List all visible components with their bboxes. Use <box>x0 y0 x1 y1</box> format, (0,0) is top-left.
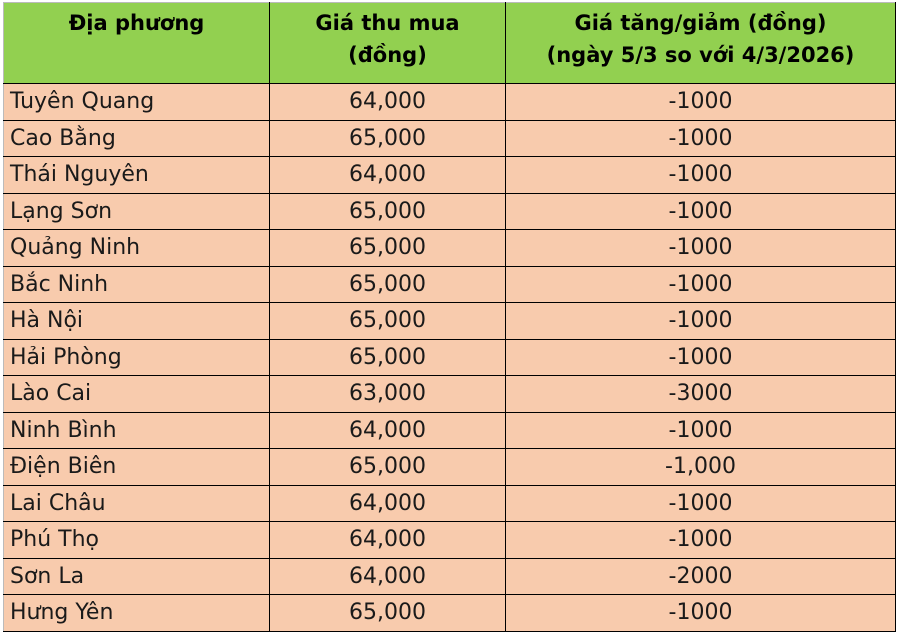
header-change-line2: (ngày 5/3 so với 4/3/2026) <box>546 43 855 67</box>
change-cell: -1000 <box>505 594 896 632</box>
table-row: Lai Châu 64,000 -1000 <box>3 484 896 522</box>
table-row: Bắc Ninh 65,000 -1000 <box>3 265 896 303</box>
price-cell: 65,000 <box>269 302 506 340</box>
price-cell: 65,000 <box>269 338 506 376</box>
price-cell: 65,000 <box>269 594 506 632</box>
place-cell: Bắc Ninh <box>3 265 270 303</box>
price-cell: 64,000 <box>269 83 506 121</box>
change-cell: -1000 <box>505 119 896 157</box>
price-cell: 64,000 <box>269 156 506 194</box>
price-cell: 64,000 <box>269 521 506 559</box>
change-cell: -2000 <box>505 557 896 595</box>
header-row: Địa phương Giá thu mua (đồng) Giá tăng/gi… <box>3 2 896 84</box>
place-cell: Quảng Ninh <box>3 229 270 267</box>
header-change-line1: Giá tăng/giảm (đồng) <box>574 11 827 35</box>
change-cell: -1000 <box>505 229 896 267</box>
place-cell: Phú Thọ <box>3 521 270 559</box>
price-cell: 65,000 <box>269 229 506 267</box>
table-row: Sơn La 64,000 -2000 <box>3 557 896 595</box>
table-row: Điện Biên 65,000 -1,000 <box>3 448 896 486</box>
header-place-label: Địa phương <box>68 11 205 35</box>
place-cell: Thái Nguyên <box>3 156 270 194</box>
table-row: Quảng Ninh 65,000 -1000 <box>3 229 896 267</box>
table-row: Tuyên Quang 64,000 -1000 <box>3 83 896 121</box>
header-price: Giá thu mua (đồng) <box>269 2 506 84</box>
table-row: Cao Bằng 65,000 -1000 <box>3 119 896 157</box>
table-row: Hưng Yên 65,000 -1000 <box>3 594 896 632</box>
table-row: Hải Phòng 65,000 -1000 <box>3 338 896 376</box>
price-cell: 64,000 <box>269 484 506 522</box>
header-price-line2: (đồng) <box>348 43 427 67</box>
change-cell: -1000 <box>505 302 896 340</box>
price-cell: 65,000 <box>269 119 506 157</box>
place-cell: Hưng Yên <box>3 594 270 632</box>
place-cell: Cao Bằng <box>3 119 270 157</box>
change-cell: -1000 <box>505 521 896 559</box>
change-cell: -1,000 <box>505 448 896 486</box>
place-cell: Lào Cai <box>3 375 270 413</box>
price-cell: 65,000 <box>269 448 506 486</box>
place-cell: Tuyên Quang <box>3 83 270 121</box>
change-cell: -1000 <box>505 411 896 449</box>
price-cell: 64,000 <box>269 411 506 449</box>
header-price-line1: Giá thu mua <box>315 11 460 35</box>
price-cell: 65,000 <box>269 192 506 230</box>
place-cell: Điện Biên <box>3 448 270 486</box>
place-cell: Sơn La <box>3 557 270 595</box>
table-row: Ninh Bình 64,000 -1000 <box>3 411 896 449</box>
change-cell: -3000 <box>505 375 896 413</box>
change-cell: -1000 <box>505 156 896 194</box>
price-cell: 64,000 <box>269 557 506 595</box>
table-row: Lạng Sơn 65,000 -1000 <box>3 192 896 230</box>
change-cell: -1000 <box>505 484 896 522</box>
place-cell: Lai Châu <box>3 484 270 522</box>
place-cell: Hải Phòng <box>3 338 270 376</box>
change-cell: -1000 <box>505 338 896 376</box>
change-cell: -1000 <box>505 265 896 303</box>
price-cell: 63,000 <box>269 375 506 413</box>
price-cell: 65,000 <box>269 265 506 303</box>
change-cell: -1000 <box>505 192 896 230</box>
place-cell: Lạng Sơn <box>3 192 270 230</box>
table-row: Hà Nội 65,000 -1000 <box>3 302 896 340</box>
table-row: Lào Cai 63,000 -3000 <box>3 375 896 413</box>
place-cell: Ninh Bình <box>3 411 270 449</box>
place-cell: Hà Nội <box>3 302 270 340</box>
header-place: Địa phương <box>3 2 270 84</box>
price-table: Địa phương Giá thu mua (đồng) Giá tăng/gi… <box>3 2 896 632</box>
header-change: Giá tăng/giảm (đồng) (ngày 5/3 so với 4/3… <box>505 2 896 84</box>
table-row: Phú Thọ 64,000 -1000 <box>3 521 896 559</box>
table-row: Thái Nguyên 64,000 -1000 <box>3 156 896 194</box>
change-cell: -1000 <box>505 83 896 121</box>
